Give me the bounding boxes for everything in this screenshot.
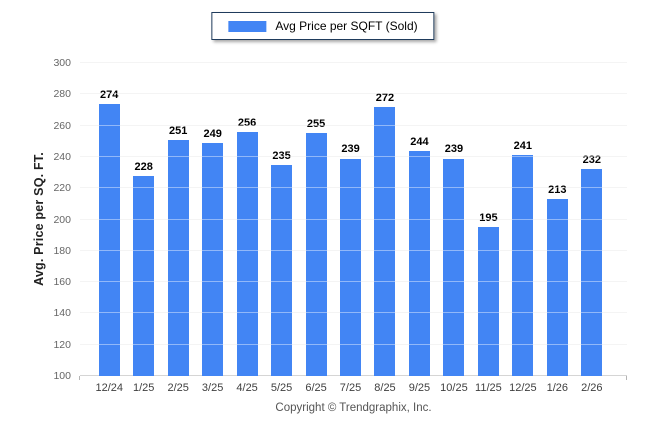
- x-axis-tick-label: 1/25: [132, 382, 155, 394]
- x-axis-tick-label: 2/25: [167, 382, 189, 394]
- bar-group: 235 5/25: [264, 63, 298, 394]
- bar-value-label: 244: [410, 135, 429, 148]
- bar-value-label: 195: [479, 212, 498, 225]
- x-axis-tick-label: 6/25: [305, 382, 327, 394]
- x-axis-tick-label: 11/25: [475, 382, 502, 394]
- x-axis-tick-label: 2/26: [581, 382, 603, 394]
- bar: [512, 155, 534, 376]
- bar-group: 241 12/25: [506, 63, 540, 393]
- bar-value-label: 232: [582, 154, 601, 167]
- x-axis-tick-label: 1/26: [546, 382, 569, 394]
- bar-group: 228 1/25: [126, 63, 160, 394]
- bar-value-label: 235: [272, 149, 291, 162]
- y-axis-tick-label: 300: [53, 56, 71, 69]
- bar: [546, 199, 568, 376]
- y-axis-tick-label: 200: [53, 213, 71, 226]
- y-axis-tick-label: 240: [53, 150, 71, 163]
- axis-end-tick: [79, 376, 80, 380]
- x-axis-tick-label: 12/25: [509, 382, 537, 394]
- bar-value-label: 274: [100, 88, 119, 101]
- bar-value-label: 249: [203, 127, 222, 140]
- bar-group: 251 2/25: [161, 63, 195, 394]
- y-axis-tick-label: 260: [53, 119, 71, 132]
- legend-label: Avg Price per SQFT (Sold): [275, 19, 418, 33]
- bar: [271, 164, 293, 376]
- bar-group: 239 7/25: [333, 63, 367, 393]
- y-axis-tick-label: 220: [53, 181, 71, 194]
- bar: [477, 227, 499, 376]
- y-axis-tick-labels: 100 120 140 160 180 200 220 240 260 280 300: [0, 58, 74, 381]
- bar: [98, 103, 120, 376]
- x-axis-tick-label: 7/25: [339, 382, 362, 394]
- bar: [236, 131, 258, 376]
- x-axis-tick-label: 8/25: [374, 382, 396, 394]
- gridline: [80, 155, 627, 157]
- bar-group: 232 2/26: [575, 63, 609, 393]
- x-axis-tick-label: 10/25: [440, 382, 468, 394]
- bar-value-label: 255: [306, 118, 326, 131]
- bar-value-label: 213: [548, 184, 567, 197]
- gridline: [80, 124, 627, 126]
- bar: [133, 175, 155, 376]
- bar: [202, 142, 224, 376]
- gridline: [80, 93, 627, 95]
- plot-area: 274 12/24 228 1/25 251 2/25 249 3/25 256 4/25 235 5…: [79, 62, 627, 394]
- y-axis-tick-label: 280: [53, 88, 71, 101]
- axis-end-tick: [626, 376, 627, 380]
- x-axis-tick-label: 12/24: [95, 382, 123, 394]
- x-axis-tick-label: 4/25: [236, 382, 258, 394]
- chart-legend: Avg Price per SQFT (Sold): [211, 12, 435, 40]
- gridline: [80, 62, 627, 63]
- y-axis-tick-label: 180: [53, 244, 71, 257]
- bar-group: 195 11/25: [471, 63, 505, 393]
- bar-group: 272 8/25: [368, 63, 402, 394]
- bar-group: 244 9/25: [402, 63, 436, 394]
- bar-group: 239 10/25: [437, 63, 471, 393]
- bar: [374, 106, 396, 376]
- x-axis-tick-label: 3/25: [201, 382, 224, 394]
- bar-group: 274 12/24: [92, 63, 126, 394]
- bar: [408, 150, 430, 376]
- bar-value-label: 256: [237, 116, 257, 129]
- bar-value-label: 251: [168, 124, 188, 137]
- bar: [167, 139, 189, 376]
- bar-value-label: 228: [134, 160, 153, 173]
- bar: [581, 169, 603, 376]
- bar-group: 256 4/25: [230, 63, 264, 394]
- x-axis-tick-label: 9/25: [408, 382, 431, 394]
- y-axis-tick-label: 100: [53, 369, 71, 382]
- y-axis-tick-label: 120: [53, 338, 71, 351]
- bar-value-label: 241: [513, 140, 533, 153]
- bar: [443, 158, 465, 376]
- legend-swatch: [228, 20, 267, 32]
- bar-value-label: 239: [341, 143, 360, 156]
- x-axis-tick-label: 5/25: [270, 382, 293, 394]
- bar-group: 213 1/26: [540, 63, 574, 393]
- bar-value-label: 272: [375, 91, 395, 104]
- bar-group: 249 3/25: [195, 63, 229, 394]
- bar: [305, 133, 327, 376]
- bars-row: 274 12/24 228 1/25 251 2/25 249 3/25 256 4/25 235 5…: [80, 63, 627, 394]
- y-axis-tick-label: 160: [53, 275, 71, 288]
- copyright-text: Copyright © Trendgraphix, Inc.: [275, 402, 432, 414]
- bar: [340, 158, 362, 376]
- bar-value-label: 239: [444, 143, 464, 156]
- bar-group: 255 6/25: [299, 63, 333, 393]
- y-axis-tick-label: 140: [53, 307, 71, 320]
